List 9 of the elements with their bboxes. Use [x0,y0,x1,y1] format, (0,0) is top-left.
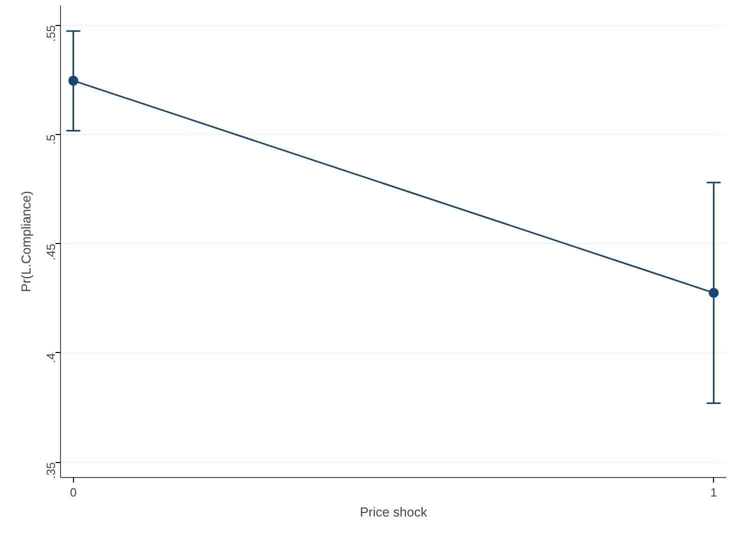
x-tick-label: 1 [710,486,718,500]
y-tick-label: .5 [44,134,58,144]
y-tick-label: .55 [44,24,58,42]
x-axis-title: Price shock [360,504,428,520]
y-tick-label: .4 [44,352,58,363]
x-tick-label: 0 [70,486,77,500]
y-tick-label: .45 [44,243,58,260]
y-axis-title: Pr(L.Compliance) [18,190,34,292]
y-tick-label: .35 [44,462,58,479]
